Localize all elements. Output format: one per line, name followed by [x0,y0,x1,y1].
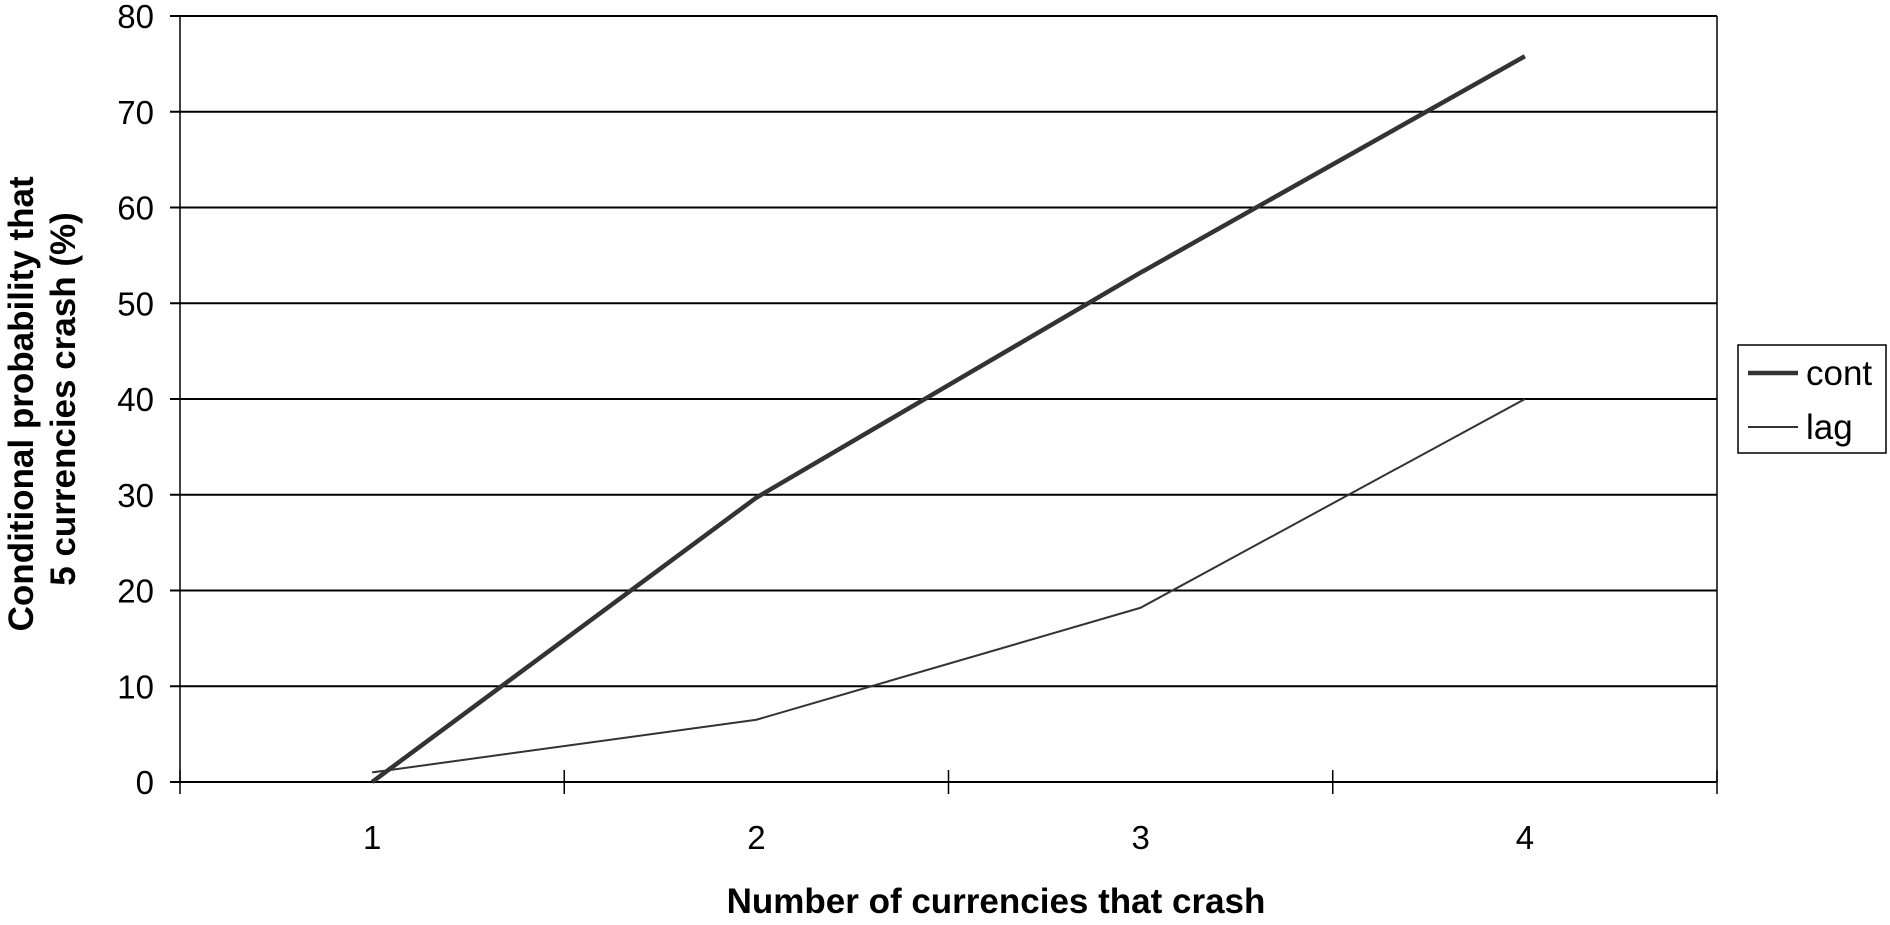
x-tick-label-1: 1 [363,819,381,856]
y-axis-title-line-2: 5 currencies crash (%) [44,212,83,586]
x-axis [179,770,1718,794]
y-axis-title: Conditional probability that 5 currencie… [2,167,83,632]
x-axis-tick-labels: 1 2 3 4 [363,819,1534,856]
legend: cont lag [1737,344,1887,454]
legend-box [1737,344,1887,454]
series-line-lag [371,398,1526,774]
y-tick-label-10: 10 [117,668,154,705]
x-tick-label-4: 4 [1516,819,1534,856]
y-tick-label-50: 50 [117,285,154,322]
legend-label-lag: lag [1806,408,1853,447]
y-tick-label-40: 40 [117,381,154,418]
y-tick-label-60: 60 [117,190,154,227]
y-tick-label-20: 20 [117,573,154,610]
y-tick-label-80: 80 [117,0,154,35]
x-axis-title: Number of currencies that crash [727,882,1266,921]
legend-label-cont: cont [1806,354,1872,393]
y-tick-label-70: 70 [117,94,154,131]
x-tick-label-3: 3 [1131,819,1149,856]
series-line-cont [370,54,1526,784]
series-lines [370,54,1526,784]
gridlines [170,15,1718,783]
x-tick-label-2: 2 [747,819,765,856]
y-tick-label-30: 30 [117,477,154,514]
y-tick-label-0: 0 [136,764,154,801]
y-axis-tick-labels: 0 10 20 30 40 50 60 70 80 [117,0,154,801]
y-axis-title-line-1: Conditional probability that [2,176,41,631]
